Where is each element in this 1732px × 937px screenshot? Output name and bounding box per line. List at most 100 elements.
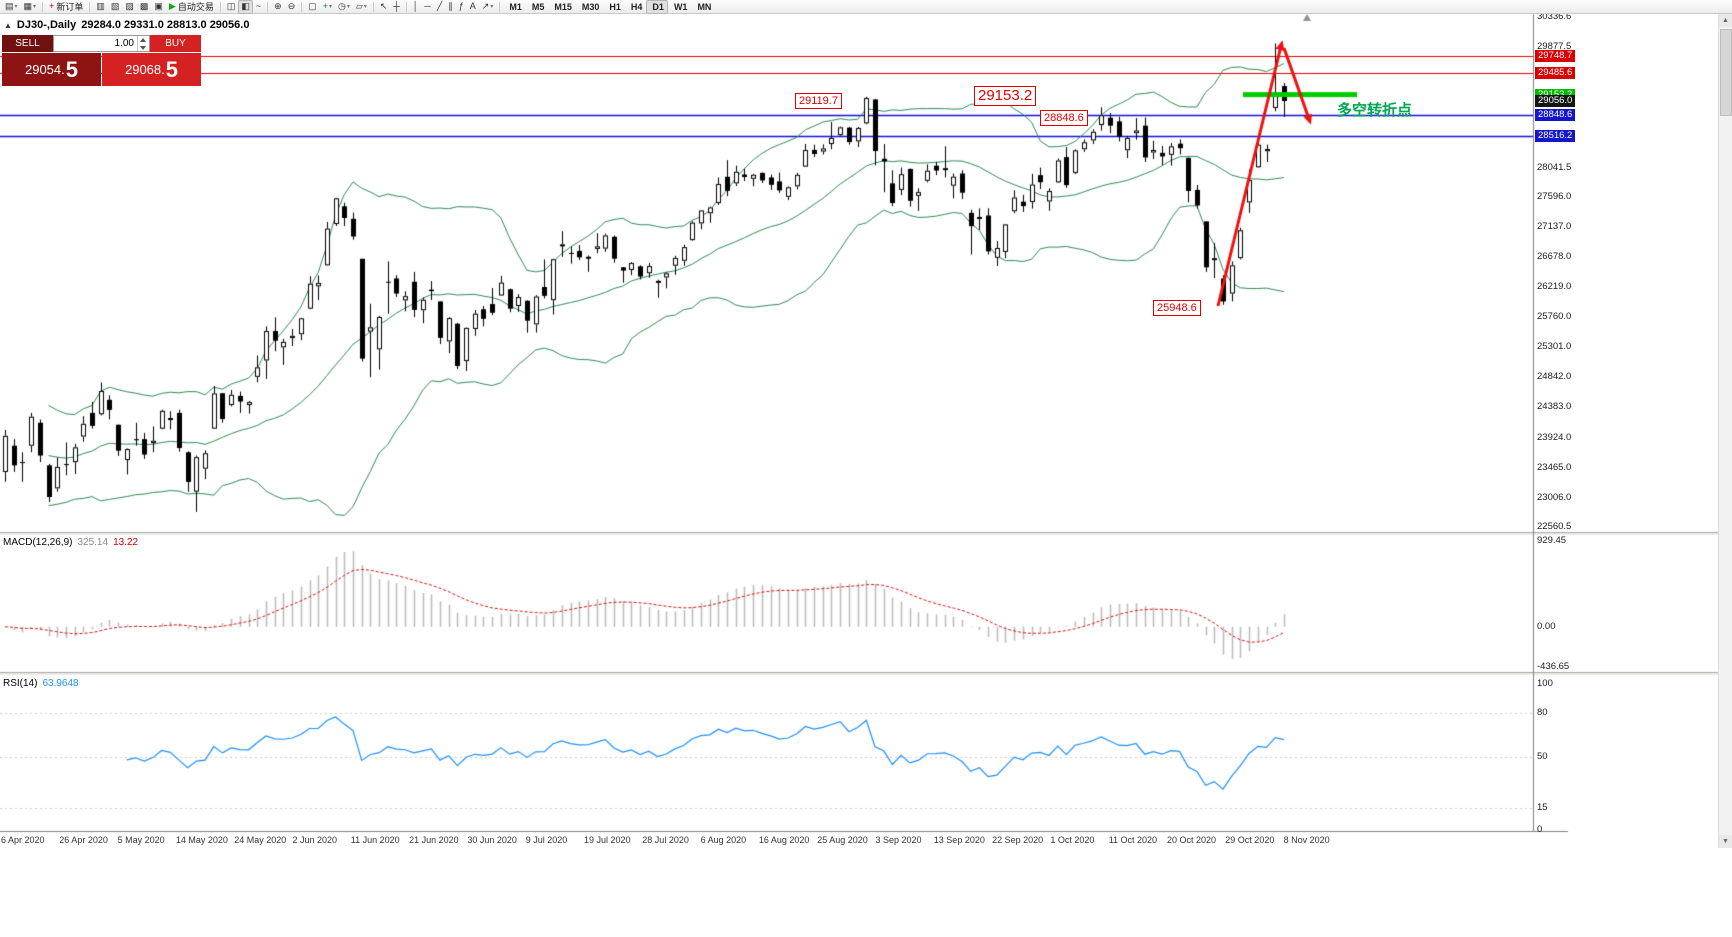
periods-caret-icon[interactable]: ▾ <box>346 4 350 10</box>
vertical-scrollbar[interactable]: ▲ ▼ <box>1718 14 1732 848</box>
scroll-up-icon[interactable]: ▲ <box>1719 14 1732 27</box>
new-order-icon: + <box>49 1 55 11</box>
timeframe-mn-button[interactable]: MN <box>691 0 715 14</box>
chart-profiles-caret-icon[interactable]: ▾ <box>33 4 37 10</box>
macd-label: MACD(12,26,9) 325.14 13.22 <box>3 537 138 548</box>
periods-icon: ◷ <box>338 1 346 11</box>
text-label-icon: A <box>469 1 476 11</box>
date-label: 3 Sep 2020 <box>875 835 922 845</box>
date-label: 30 Jun 2020 <box>467 835 517 845</box>
volume-field[interactable]: 1.00 <box>53 35 150 52</box>
timeframe-m30-button[interactable]: M30 <box>576 0 604 14</box>
volume-value[interactable]: 1.00 <box>114 38 134 49</box>
data-window-icon: ▧ <box>110 1 120 11</box>
crosshair-button[interactable]: ┼ <box>390 0 402 14</box>
timeframe-mn-label: MN <box>697 1 712 12</box>
indicators-button[interactable]: + ▾ <box>320 0 335 14</box>
sell-price-button[interactable]: 29054. 5 <box>2 53 101 86</box>
date-label: 11 Jun 2020 <box>350 835 400 845</box>
rsi-value: 63.9648 <box>42 678 79 689</box>
arrows-tool-icon: ↗ <box>481 1 490 11</box>
candlestick-chart-button[interactable]: ◧ <box>238 0 253 14</box>
crosshair-icon: ┼ <box>393 1 400 11</box>
new-order-button[interactable]: + 新订单 <box>46 0 86 14</box>
timeframe-h4-label: H4 <box>630 1 643 12</box>
chart-title: ▲ DJ30-,Daily 29284.0 29331.0 28813.0 29… <box>4 19 249 31</box>
buy-price-button[interactable]: 29068. 5 <box>102 53 201 86</box>
terminal-button[interactable]: ▩ <box>137 0 152 14</box>
price-callout[interactable]: 29153.2 <box>974 86 1037 106</box>
date-label: 29 Oct 2020 <box>1225 835 1275 845</box>
autotrading-button[interactable]: ▶ 自动交易 <box>166 0 217 14</box>
zoom-in-icon: ⊕ <box>274 1 282 11</box>
line-chart-button[interactable]: ~ <box>253 0 264 14</box>
tile-windows-button[interactable]: ▢ <box>305 0 320 14</box>
arrows-tool-button[interactable]: ↗ ▾ <box>479 0 497 14</box>
zoom-out-button[interactable]: ⊖ <box>285 0 299 14</box>
bar-chart-button[interactable]: ◫ <box>224 0 239 14</box>
strategy-tester-button[interactable]: ▣ <box>151 0 166 14</box>
timeframe-h1-label: H1 <box>609 1 621 12</box>
indicators-caret-icon[interactable]: ▾ <box>329 4 333 10</box>
market-watch-button[interactable]: ▥ <box>93 0 108 14</box>
fibonacci-retracement-button[interactable]: ƒ <box>456 0 467 14</box>
current-price-badge: 29056.0 <box>1535 94 1576 107</box>
level-badge-28516: 28516.2 <box>1535 130 1576 143</box>
price-tick: 25760.0 <box>1537 311 1572 323</box>
zoom-out-icon: ⊖ <box>287 1 296 11</box>
one-click-trading-panel: SELL 1.00 BUY 29054. 5 29068. 5 <box>2 35 201 86</box>
timeframe-m15-button[interactable]: M15 <box>548 0 576 14</box>
periods-button[interactable]: ◷ ▾ <box>335 0 353 14</box>
macd-signal-value: 13.22 <box>113 537 139 548</box>
price-callout[interactable]: 28848.6 <box>1040 110 1088 126</box>
rsi-tick: 15 <box>1537 802 1548 814</box>
timeframe-m1-button[interactable]: M1 <box>503 0 526 14</box>
volume-spinner[interactable] <box>137 36 149 51</box>
sell-button[interactable]: SELL <box>2 35 53 52</box>
chart-canvas[interactable] <box>0 0 1732 850</box>
ohlc-label: 29284.0 29331.0 28813.0 29056.0 <box>81 19 250 31</box>
arrows-tool-caret-icon[interactable]: ▾ <box>490 4 494 10</box>
toolbar-separator <box>301 1 303 12</box>
vertical-line-button[interactable]: │ <box>410 0 422 14</box>
chart-profiles-button[interactable]: ▦ ▾ <box>21 0 40 14</box>
spinner-up-icon[interactable] <box>138 36 149 44</box>
date-label: 19 Jul 2020 <box>584 835 631 845</box>
text-label-button[interactable]: A <box>467 0 479 14</box>
price-tick: 26219.0 <box>1537 281 1572 293</box>
price-tick: 24842.0 <box>1537 371 1572 383</box>
bull-bear-turning-point-note[interactable]: 多空转折点 <box>1337 102 1413 119</box>
zoom-in-button[interactable]: ⊕ <box>271 0 285 14</box>
price-tick: 24383.0 <box>1537 401 1572 413</box>
toolbar-separator <box>89 1 91 12</box>
templates-button[interactable]: ▱ ▾ <box>353 0 370 14</box>
data-window-button[interactable]: ▧ <box>108 0 123 14</box>
navigator-button[interactable]: ▨ <box>122 0 137 14</box>
scroll-down-icon[interactable]: ▼ <box>1719 835 1732 848</box>
trendline-button[interactable]: ╱ <box>434 0 445 14</box>
equidistant-channel-button[interactable]: ∥ <box>445 0 456 14</box>
timeframe-d1-button[interactable]: D1 <box>646 0 668 14</box>
new-chart-button[interactable]: ▤ ▾ <box>2 0 21 14</box>
toolbar: ▤ ▾ ▦ ▾ + 新订单 ▥ ▧ ▨ ▩ ▣ ▶ 自动交易 ◫ ◧ ~ ⊕ ⊖ ▢ + ▾ ◷ ▾ ▱ ▾ ↖ ┼ │ ─ ╱ ∥ ƒ A ↗ ▾… <box>0 0 1732 14</box>
price-tick: 23924.0 <box>1537 431 1572 443</box>
trade-panel-toggle-icon[interactable]: ▲ <box>4 20 12 30</box>
timeframe-m5-button[interactable]: M5 <box>526 0 549 14</box>
rsi-label: RSI(14) 63.9648 <box>3 678 79 689</box>
timeframe-m15-label: M15 <box>554 1 572 12</box>
spinner-down-icon[interactable] <box>138 44 149 52</box>
price-callout[interactable]: 25948.6 <box>1153 300 1201 316</box>
price-tick: 27596.0 <box>1537 190 1572 202</box>
timeframe-h1-button[interactable]: H1 <box>603 0 625 14</box>
buy-button[interactable]: BUY <box>150 35 201 52</box>
horizontal-line-button[interactable]: ─ <box>421 0 433 14</box>
scrollbar-thumb[interactable] <box>1720 29 1732 116</box>
date-label: 8 Nov 2020 <box>1283 835 1330 845</box>
templates-caret-icon[interactable]: ▾ <box>363 4 367 10</box>
timeframe-h4-button[interactable]: H4 <box>625 0 647 14</box>
price-callout[interactable]: 29119.7 <box>795 93 842 109</box>
cursor-button[interactable]: ↖ <box>377 0 391 14</box>
price-tick: 29877.5 <box>1537 41 1572 53</box>
new-chart-caret-icon[interactable]: ▾ <box>14 4 18 10</box>
timeframe-w1-button[interactable]: W1 <box>668 0 692 14</box>
